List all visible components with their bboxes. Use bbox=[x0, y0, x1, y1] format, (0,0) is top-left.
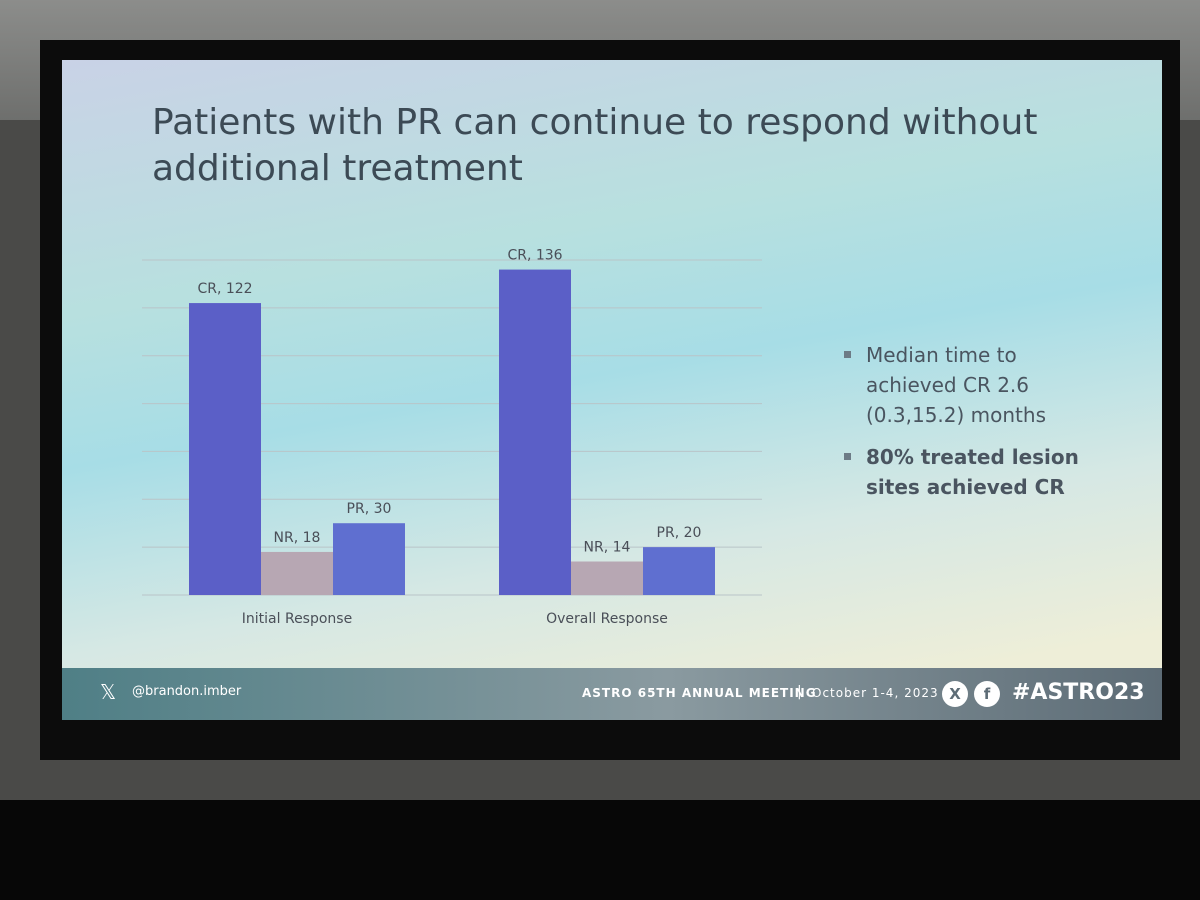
slide: Patients with PR can continue to respond… bbox=[62, 60, 1162, 720]
data-label: NR, 14 bbox=[584, 540, 631, 556]
bullet: 80% treated lesion sites achieved CR bbox=[842, 442, 1082, 502]
data-label: CR, 136 bbox=[507, 248, 562, 264]
chart: Initial Response CR, 122 NR, 18 PR, 30 Overa… bbox=[142, 248, 762, 627]
data-label: NR, 18 bbox=[274, 530, 321, 546]
floor bbox=[0, 800, 1200, 900]
facebook-icon: f bbox=[974, 681, 1000, 707]
bar bbox=[333, 523, 405, 595]
bar bbox=[189, 303, 261, 595]
x-tick-label: Overall Response bbox=[546, 611, 668, 627]
data-label: PR, 20 bbox=[657, 525, 702, 541]
x-tick-label: Initial Response bbox=[242, 611, 352, 627]
separator: | bbox=[797, 684, 802, 700]
hashtag: #ASTRO23 bbox=[1012, 680, 1145, 705]
handle: @brandon.imber bbox=[132, 684, 242, 699]
bar bbox=[643, 547, 715, 595]
dates: October 1-4, 2023 bbox=[812, 686, 939, 700]
data-label: PR, 30 bbox=[347, 501, 392, 517]
slide-title: Patients with PR can continue to respond… bbox=[152, 102, 1038, 189]
footer: 𝕏 @brandon.imber ASTRO 65TH ANNUAL MEETI… bbox=[62, 668, 1162, 720]
bar bbox=[499, 269, 571, 595]
bullet-list: Median time to achieved CR 2.6 (0.3,15.2… bbox=[842, 340, 1082, 514]
x-logo: 𝕏 bbox=[100, 680, 117, 704]
x-icon: X bbox=[942, 681, 968, 707]
bullet: Median time to achieved CR 2.6 (0.3,15.2… bbox=[842, 340, 1082, 430]
meeting: ASTRO 65TH ANNUAL MEETING bbox=[582, 686, 817, 700]
data-label: CR, 122 bbox=[197, 281, 252, 297]
bar bbox=[571, 561, 643, 595]
bar bbox=[261, 551, 333, 595]
